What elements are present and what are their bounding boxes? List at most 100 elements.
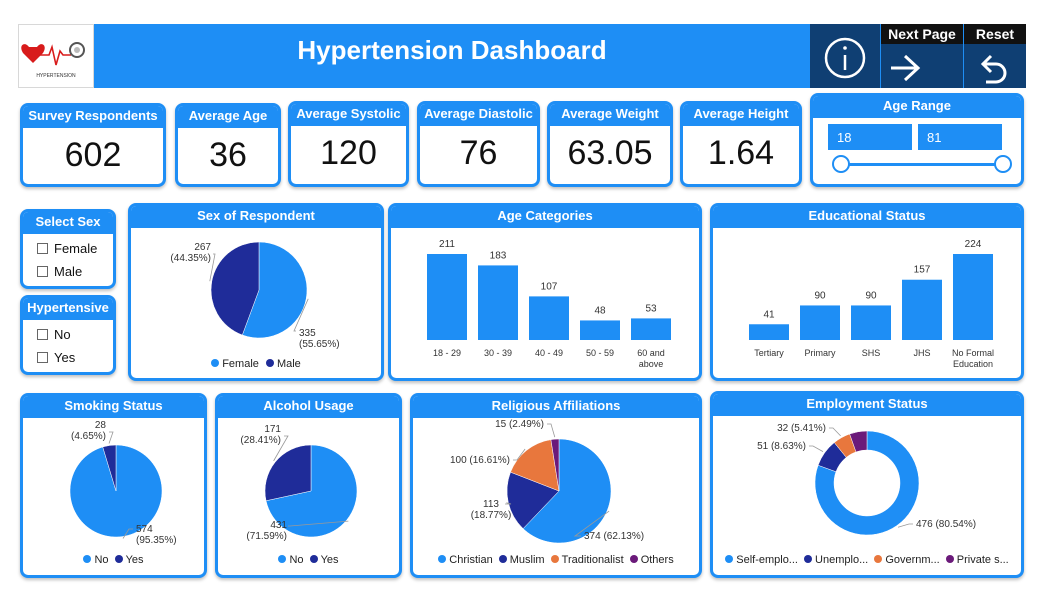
bar-no-formal-education[interactable]: [953, 254, 993, 340]
range-max-handle[interactable]: [994, 155, 1012, 173]
bar-shs[interactable]: [851, 305, 891, 340]
chart-title: Alcohol Usage: [218, 396, 399, 418]
category-tick-label: Education: [953, 359, 993, 369]
legend-label: Private s...: [956, 554, 1009, 566]
legend-dot: [309, 555, 318, 563]
bar-50-59[interactable]: [580, 320, 620, 340]
pie-slice-others[interactable]: [550, 438, 560, 492]
data-label: (4.65%): [71, 431, 106, 442]
bar-primary[interactable]: [800, 305, 840, 340]
checkbox[interactable]: [37, 329, 48, 340]
chart-legend: Self-emplo... Unemplo... Governm... Priv…: [713, 554, 1021, 566]
bar-tertiary[interactable]: [749, 324, 789, 340]
category-tick-label: 60 and: [637, 348, 665, 358]
kpi-label: Average Diastolic: [420, 104, 537, 126]
pie-slice-yes[interactable]: [102, 444, 117, 492]
sex-option-male[interactable]: Male: [37, 264, 82, 279]
leader-line: [573, 510, 610, 537]
info-button[interactable]: [810, 24, 880, 88]
bar-value-label: 53: [645, 303, 657, 314]
religion-pie-chart: 374 (62.13%) 113(18.77%) 100 (16.61%) 15 (2…: [450, 419, 644, 544]
bar-value-label: 90: [865, 290, 877, 301]
pie-slice-yes[interactable]: [264, 444, 312, 502]
sex-chart-card: Sex of Respondent 335 (55.65%) 267 (44.35%)…: [128, 203, 384, 381]
select-sex-slicer: Select Sex Female Male: [20, 209, 116, 289]
legend-label: No: [94, 554, 109, 566]
range-min-handle[interactable]: [832, 155, 850, 173]
hypertensive-slicer: Hypertensive No Yes: [20, 295, 116, 375]
bar-value-label: 157: [914, 265, 931, 276]
sex-option-female[interactable]: Female: [37, 241, 97, 256]
checkbox[interactable]: [37, 243, 48, 254]
legend-dot: [945, 555, 954, 563]
age-max-input[interactable]: 81: [918, 124, 1002, 150]
data-label: 574: [136, 524, 153, 535]
leader-line: [122, 528, 133, 539]
hypertensive-option-yes[interactable]: Yes: [37, 350, 75, 365]
arrow-right-icon: [891, 54, 921, 82]
leader-line: [897, 523, 913, 528]
pie-slice-traditionalist[interactable]: [510, 439, 560, 492]
bar-40-49[interactable]: [529, 296, 569, 340]
bar-value-label: 41: [763, 309, 775, 320]
bar-value-label: 183: [490, 250, 507, 261]
pie-slice-self-emplo-[interactable]: [814, 430, 920, 536]
chart-legend: Christian Muslim Traditionalist Others: [413, 554, 699, 566]
next-page-button[interactable]: Next Page: [881, 24, 963, 88]
heart-pulse-icon: [21, 42, 85, 66]
legend-dot: [83, 555, 92, 563]
pie-slice-christian[interactable]: [522, 438, 612, 544]
bar-60-and-above[interactable]: [631, 318, 671, 340]
legend-dot: [438, 555, 447, 563]
reset-button[interactable]: Reset: [964, 24, 1026, 88]
chart-title: Age Categories: [391, 206, 699, 228]
category-tick-label: JHS: [913, 348, 930, 358]
legend-dot: [550, 555, 559, 563]
legend-label: Male: [276, 358, 301, 370]
bar-value-label: 90: [814, 290, 826, 301]
logo-text: HYPERTENSION: [36, 73, 76, 79]
age-min-input[interactable]: 18: [828, 124, 912, 150]
data-label: 51 (8.63%): [757, 441, 806, 452]
leader-line: [809, 445, 824, 453]
kpi-label: Average Systolic: [291, 104, 406, 126]
category-tick-label: Primary: [805, 348, 836, 358]
leader-line: [288, 520, 349, 527]
option-label: Yes: [54, 350, 76, 365]
bar-value-label: 107: [541, 281, 558, 292]
category-tick-label: 30 - 39: [484, 348, 512, 358]
category-tick-label: SHS: [862, 348, 881, 358]
pie-slice-female[interactable]: [242, 241, 308, 339]
bar-jhs[interactable]: [902, 279, 942, 340]
age-chart-card: Age Categories 211 18 - 29 183 30 - 39 107 40…: [388, 203, 702, 381]
kpi-value: 1.64: [707, 134, 775, 172]
pie-slice-muslim[interactable]: [506, 471, 560, 529]
hypertensive-option-no[interactable]: No: [37, 327, 71, 342]
data-label: (44.35%): [170, 253, 211, 264]
legend-dot: [725, 555, 734, 563]
pie-slice-male[interactable]: [210, 241, 260, 336]
bar-18-29[interactable]: [427, 254, 467, 340]
legend-label: Christian: [449, 554, 493, 566]
category-tick-label: above: [639, 359, 664, 369]
pie-slice-private-s-[interactable]: [849, 430, 868, 453]
religion-chart-card: Religious Affiliations 374 (62.13%) 113 (1…: [410, 393, 702, 578]
legend-dot: [629, 555, 638, 563]
data-label: (55.65%): [299, 339, 340, 350]
range-track: [841, 163, 1003, 166]
alcohol-pie-chart: 431(71.59%) 171(28.41%): [240, 424, 358, 542]
data-label: 267: [194, 242, 211, 253]
legend-dot: [804, 555, 813, 563]
data-label: (71.59%): [246, 531, 287, 542]
pie-slice-no[interactable]: [265, 444, 358, 538]
bar-30-39[interactable]: [478, 265, 518, 340]
undo-icon: [980, 54, 1007, 84]
edu-bar-chart: 41 Tertiary 90 Primary 90 SHS 157 JHS 224 No Form…: [749, 239, 994, 369]
data-label: 100 (16.61%): [450, 455, 510, 466]
checkbox[interactable]: [37, 352, 48, 363]
smoking-pie-chart: 574(95.35%) 28(4.65%): [69, 420, 177, 546]
kpi-average-systolic: Average Systolic 120: [288, 101, 409, 187]
legend-label: Yes: [125, 554, 144, 566]
kpi-average-diastolic: Average Diastolic 76: [417, 101, 540, 187]
checkbox[interactable]: [37, 266, 48, 277]
